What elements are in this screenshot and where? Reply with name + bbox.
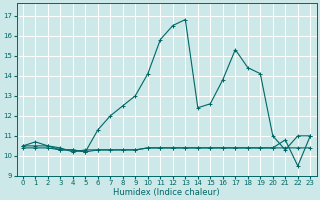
- X-axis label: Humidex (Indice chaleur): Humidex (Indice chaleur): [113, 188, 220, 197]
